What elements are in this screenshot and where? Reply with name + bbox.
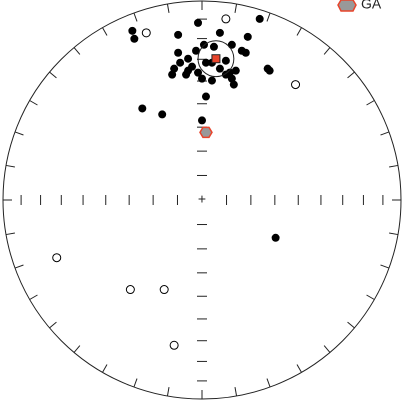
filled-point [209, 42, 218, 51]
rim-tick [234, 387, 238, 397]
filled-point [184, 54, 193, 63]
mean-direction [211, 54, 221, 64]
rim-tick [347, 321, 355, 329]
filled-point [271, 233, 280, 242]
rim-tick [73, 47, 81, 55]
filled-point [215, 64, 224, 73]
rim-tick [49, 321, 57, 329]
filled-point [158, 110, 167, 119]
rim-tick [5, 232, 15, 236]
filled-point [215, 28, 224, 37]
filled-point [229, 80, 238, 89]
rim-tick [102, 364, 108, 373]
rim-tick [166, 387, 170, 397]
filled-point [128, 26, 137, 35]
filled-point [265, 66, 274, 75]
open-point [141, 28, 151, 38]
rim-tick [266, 12, 271, 22]
filled-point [194, 18, 203, 27]
rim-tick [14, 264, 24, 269]
filled-point [227, 40, 236, 49]
filled-point [174, 48, 183, 57]
filled-point [192, 46, 201, 55]
filled-point [138, 104, 147, 113]
center-cross: + [198, 191, 206, 207]
rim-tick [133, 12, 138, 22]
filled-point [198, 116, 206, 125]
filled-point [174, 30, 183, 39]
rim-tick [380, 131, 390, 136]
rim-tick [366, 294, 375, 300]
filled-point [231, 66, 240, 75]
filled-point [241, 48, 250, 57]
filled-point [176, 58, 185, 67]
rim-tick [347, 71, 355, 79]
filled-point [198, 74, 206, 83]
filled-point [130, 34, 139, 43]
rim-tick [389, 232, 399, 236]
confidence-circle [197, 40, 235, 78]
legend-symbol [337, 0, 357, 12]
open-point [291, 80, 301, 90]
rim-tick [14, 131, 24, 136]
rim-tick [366, 100, 375, 106]
filled-point [201, 92, 210, 101]
rim-tick [73, 345, 81, 353]
rim-tick [133, 378, 138, 388]
rim-tick [296, 27, 302, 36]
filled-point [221, 56, 230, 65]
open-point [221, 14, 231, 24]
rim-tick [166, 3, 170, 13]
filled-point [255, 14, 264, 23]
rim-tick [29, 100, 38, 106]
rim-tick [49, 71, 57, 79]
rim-tick [380, 264, 390, 269]
rim-tick [266, 378, 271, 388]
filled-point [243, 32, 252, 41]
filled-point [168, 70, 177, 79]
filled-point [194, 68, 203, 77]
open-point [159, 285, 169, 295]
rim-tick [323, 345, 331, 353]
legend-label: GA [361, 0, 382, 12]
filled-point [201, 58, 210, 67]
rim-tick [323, 47, 331, 55]
rim-tick [29, 294, 38, 300]
rim-tick [102, 27, 108, 36]
ga-point [199, 126, 213, 139]
filled-point [184, 66, 193, 75]
rim-tick [5, 164, 15, 168]
rim-tick [296, 364, 302, 373]
rim-tick [234, 3, 238, 13]
open-point [169, 340, 179, 350]
open-point [125, 285, 135, 295]
filled-point [207, 76, 216, 85]
rim-tick [389, 164, 399, 168]
open-point [52, 253, 62, 263]
